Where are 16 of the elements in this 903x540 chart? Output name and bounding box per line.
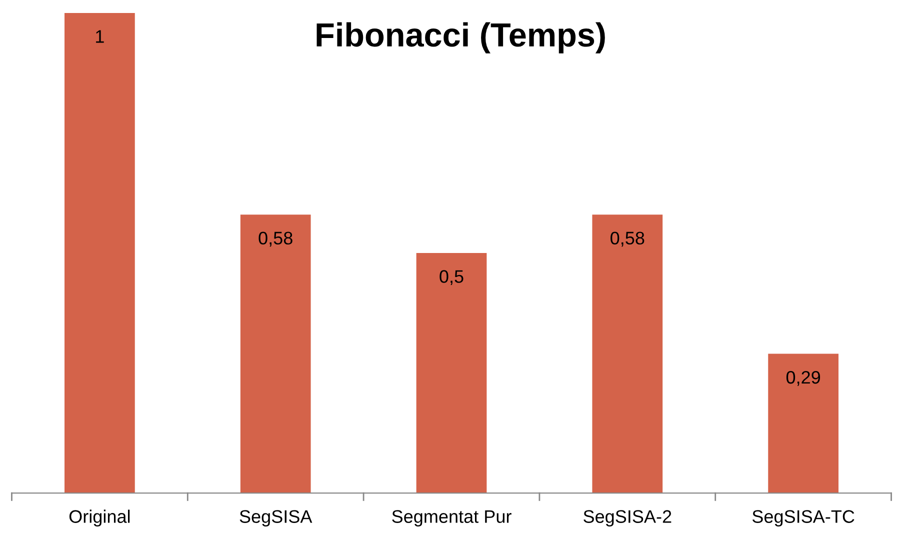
x-tick-label: SegSISA	[240, 510, 312, 527]
bar	[592, 214, 663, 494]
x-tick-label: Original	[69, 510, 130, 527]
x-tick-label: Segmentat Pur	[392, 510, 512, 527]
bar	[768, 354, 838, 494]
data-label: 0,29	[786, 370, 820, 386]
chart-title: Fibonacci (Temps)	[316, 22, 605, 54]
data-label: 0,58	[258, 232, 292, 247]
bar	[240, 214, 311, 494]
data-label: 1	[96, 30, 104, 43]
bar	[416, 252, 487, 494]
data-label: 0,5	[440, 270, 464, 286]
bar	[64, 12, 135, 494]
data-label: 0,58	[610, 232, 644, 247]
x-tick-label: SegSISA-TC	[752, 510, 854, 527]
x-tick-label: SegSISA-2	[584, 510, 672, 527]
